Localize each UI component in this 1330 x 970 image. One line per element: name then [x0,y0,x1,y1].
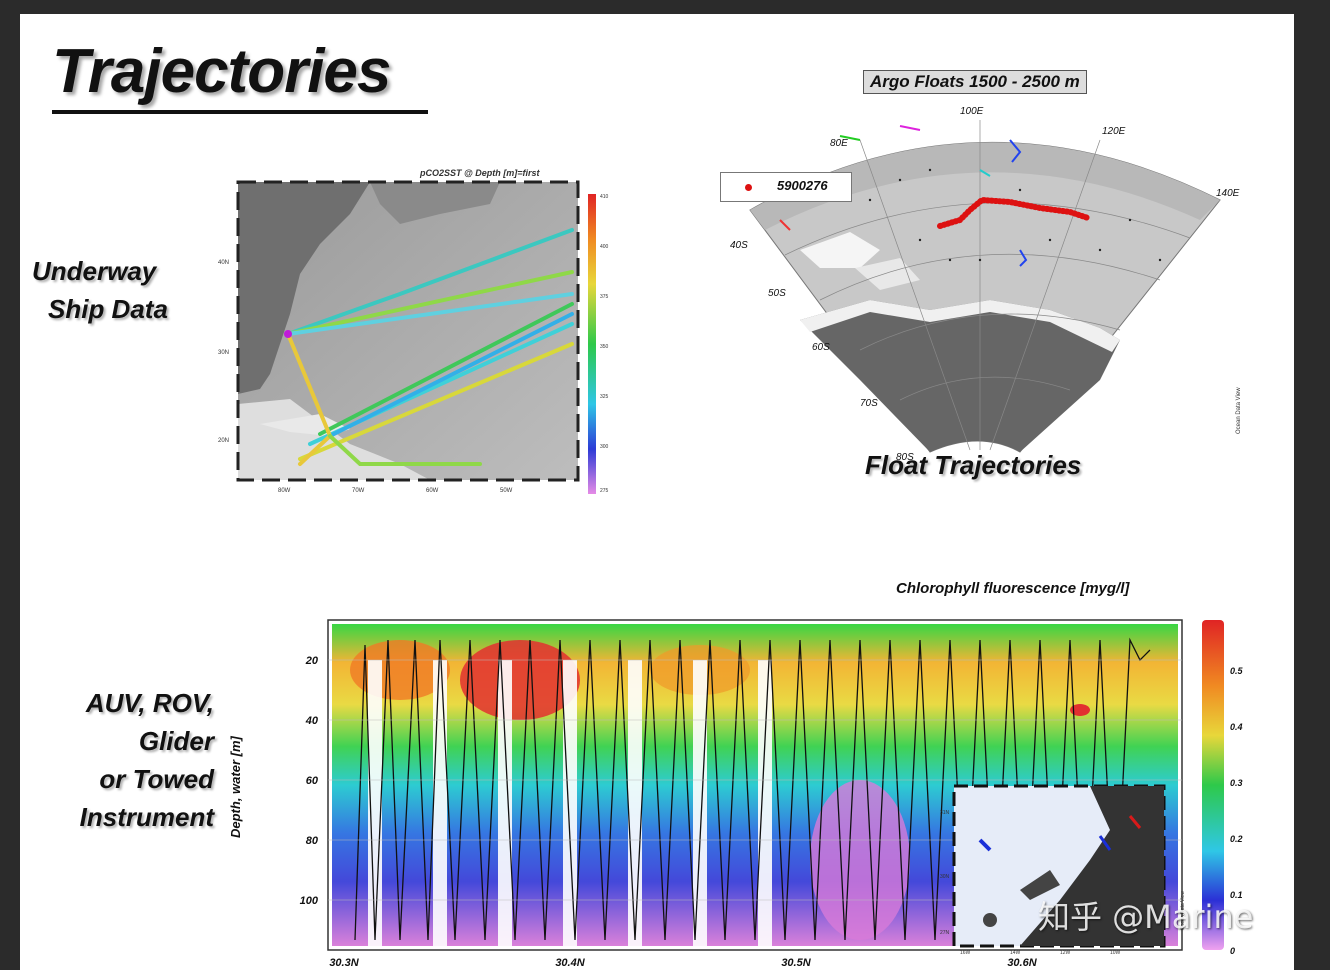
inset-lat-tick: 27N [940,930,950,936]
inset-lon-tick: 16W [960,950,971,956]
section-colorbar [1202,620,1224,950]
argo-lat-tick: 60S [812,342,830,353]
inset-lon-tick: 10W [1110,950,1121,956]
ship-colorbar-tick: 375 [600,294,609,300]
argo-float-map: 80E 100E 120E 140E 40S 50S 60S 70S 80S [730,106,1240,460]
auv-label: AUV, ROV, Glider or Towed Instrument [80,684,214,836]
watermark-text: 知乎 @Marine [1038,898,1254,936]
slide: Trajectories Underway Ship Data pCO2SST … [20,14,1294,970]
ship-colorbar-tick: 410 [600,194,609,200]
inset-odv-tag: Ocean Data View [1180,891,1186,930]
section-y-tick: 60 [306,775,319,787]
section-colorbar-tick: 0.5 [1230,666,1244,676]
underway-label-line-2: Ship Data [48,294,168,324]
section-y-tick: 20 [305,655,319,667]
underway-label-line-1: Underway [32,256,157,286]
inset-lon-tick: 12W [1060,950,1071,956]
legend-entry: 5900276 [777,178,828,193]
section-title: Chlorophyll fluorescence [myg/l] [896,580,1130,597]
ship-port-point [284,330,292,338]
section-y-tick: 80 [306,835,319,847]
argo-lat-tick: 40S [730,240,748,251]
ship-lon-tick: 80W [278,488,291,494]
section-colorbar-tick: 0.4 [1230,722,1243,732]
ship-colorbar-tick: 275 [600,488,609,494]
argo-lon-tick: 120E [1102,126,1126,137]
argo-lon-tick: 100E [960,106,984,117]
auv-label-line-3: or Towed [99,764,214,794]
section-y-tick: 40 [305,715,319,727]
argo-legend: 5900276 [720,172,852,202]
inset-lon-tick: 14W [1010,950,1021,956]
section-x-tick: 30.5N [781,957,811,969]
ship-lon-tick: 50W [500,488,513,494]
section-x-tick: 30.4N [555,957,585,969]
ship-colorbar-tick: 300 [600,444,609,450]
inset-lat-tick: 31N [940,810,950,816]
ship-lon-tick: 60W [426,488,439,494]
legend-marker-icon [745,184,752,191]
slide-title: Trajectories [52,37,391,106]
ship-lat-tick: 40N [218,260,229,266]
section-colorbar-tick: 0.3 [1230,778,1243,788]
section-colorbar-tick: 0.2 [1230,834,1243,844]
section-colorbar-tick: 0.1 [1230,890,1243,900]
auv-label-line-1: AUV, ROV, [85,688,214,718]
chlorophyll-section-plot: 20 40 60 80 100 30.3N 30.4N 30.5N 30.6N … [300,619,1244,969]
ship-colorbar [588,194,596,494]
auv-label-line-4: Instrument [79,802,214,832]
section-colorbar-tick: 0 [1230,946,1235,956]
section-inset-map: 31N 30N 27N 16W 14W 12W 10W [940,784,1166,956]
underway-ship-label: Underway Ship Data [32,252,168,328]
argo-lat-tick: 50S [768,288,786,299]
section-x-tick: 30.3N [329,957,359,969]
float-5900276-track [937,196,1091,229]
odv-tag: Ocean Data View [1236,387,1242,434]
section-x-tick: 30.6N [1007,957,1037,969]
ship-map-title: pCO2SST @ Depth [m]=first [420,168,540,178]
auv-label-line-2: Glider [138,726,214,756]
section-y-tick: 100 [300,895,319,907]
ship-track-map: 40N 30N 20N 80W 70W 60W 50W 410 400 375 … [218,180,609,494]
inset-lat-tick: 30N [940,874,950,880]
float-trajectories-label: Float Trajectories [865,450,1082,480]
title-underline [52,110,428,114]
argo-lat-tick: 80S [896,452,914,460]
argo-lat-tick: 70S [860,398,878,409]
ship-colorbar-tick: 400 [600,244,609,250]
argo-map-title: Argo Floats 1500 - 2500 m [863,70,1087,94]
ship-lat-tick: 30N [218,350,229,356]
ship-colorbar-tick: 350 [600,344,609,350]
ship-lat-tick: 20N [218,438,229,444]
ship-colorbar-tick: 325 [600,394,609,400]
section-ylabel: Depth, water [m] [228,736,243,838]
argo-lon-tick: 140E [1216,188,1240,199]
argo-lon-tick: 80E [830,138,848,149]
ship-lon-tick: 70W [352,488,365,494]
